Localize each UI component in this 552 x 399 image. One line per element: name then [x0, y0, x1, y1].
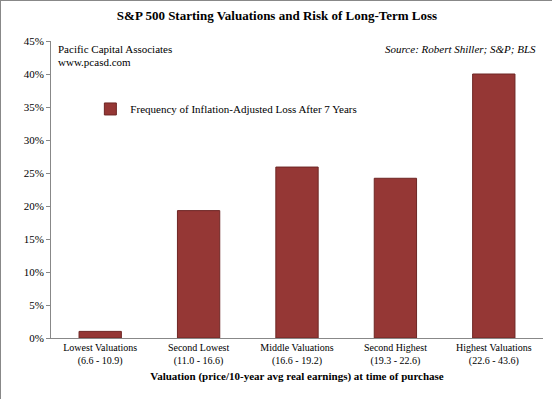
svg-text:10%: 10% [24, 266, 44, 278]
svg-text:Middle Valuations(16.6 - 19.2): Middle Valuations(16.6 - 19.2) [260, 342, 334, 367]
svg-text:Pacific Capital Associates: Pacific Capital Associates [58, 43, 172, 55]
svg-text:Lowest Valuations(6.6 - 10.9): Lowest Valuations(6.6 - 10.9) [63, 342, 137, 367]
svg-text:45%: 45% [24, 35, 44, 47]
svg-text:Second Lowest(11.0 - 16.6): Second Lowest(11.0 - 16.6) [168, 342, 230, 367]
svg-text:www.pcasd.com: www.pcasd.com [58, 56, 131, 68]
svg-text:40%: 40% [24, 68, 44, 80]
svg-text:25%: 25% [24, 167, 44, 179]
svg-text:15%: 15% [24, 233, 44, 245]
svg-text:Highest Valuations(22.6 - 43.6: Highest Valuations(22.6 - 43.6) [456, 342, 532, 367]
svg-text:5%: 5% [29, 299, 44, 311]
svg-text:Valuation (price/10-year avg r: Valuation (price/10-year avg real earnin… [150, 370, 444, 383]
svg-text:Source: Robert Shiller; S&P; B: Source: Robert Shiller; S&P; BLS [385, 43, 536, 55]
svg-text:0%: 0% [29, 332, 44, 344]
svg-text:Second Highest(19.3 - 22.6): Second Highest(19.3 - 22.6) [364, 342, 427, 367]
svg-text:35%: 35% [24, 101, 44, 113]
svg-text:S&P 500 Starting Valuations an: S&P 500 Starting Valuations and Risk of … [117, 8, 437, 23]
svg-text:Frequency of Inflation-Adjuste: Frequency of Inflation-Adjusted Loss Aft… [130, 103, 356, 115]
svg-text:20%: 20% [24, 200, 44, 212]
svg-text:30%: 30% [24, 134, 44, 146]
